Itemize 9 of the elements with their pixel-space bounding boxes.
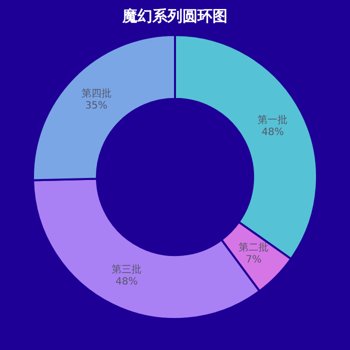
data-label: 35% [85,100,108,112]
chart-title: 魔幻系列圆环图 [122,6,228,25]
slice-label: 第二批 [238,242,269,254]
data-label: 48% [262,126,284,138]
data-label: 7% [246,254,262,266]
slice-label: 第一批 [258,114,288,126]
slice-label: 第四批 [81,88,112,100]
slice-label: 第三批 [112,263,142,276]
data-label: 48% [115,276,138,288]
